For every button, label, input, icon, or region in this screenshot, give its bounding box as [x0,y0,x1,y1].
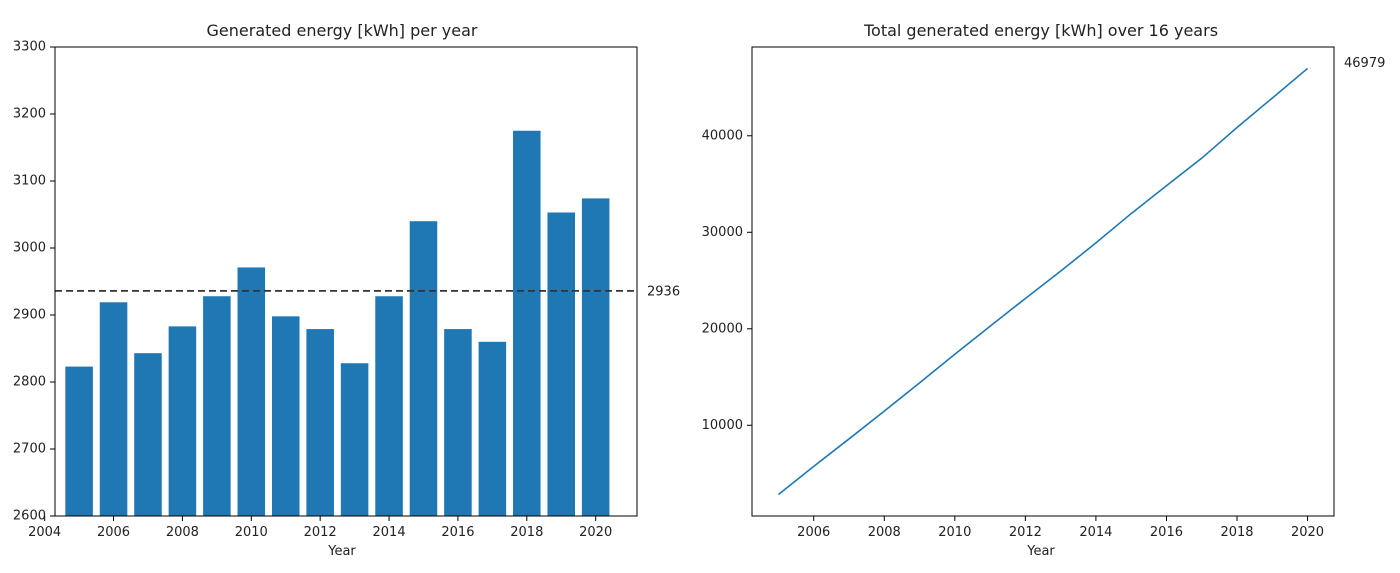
mean-reference-label: 2936 [647,284,680,299]
x-tick-label: 2008 [868,525,901,540]
x-tick-label: 2020 [1291,525,1324,540]
bar-2016 [444,329,472,516]
x-tick-label: 2014 [373,525,406,540]
bar-2013 [340,363,369,516]
line-chart-y-ticks: 10000 20000 30000 40000 [702,128,752,433]
x-tick-label: 2006 [797,525,830,540]
bar-2017 [478,341,507,516]
y-tick-label: 3300 [13,40,46,55]
y-tick-label: 20000 [702,321,743,336]
bar-chart-x-label: Year [327,544,356,559]
bar-chart-x-ticks: 2004 2006 2008 2010 2012 2014 2016 2018 2020 [28,516,612,540]
line-chart-title: Total generated energy [kWh] over 16 yea… [863,21,1218,40]
cumulative-energy-line [777,67,1309,496]
x-tick-label: 2010 [938,525,971,540]
x-tick-label: 2016 [1150,525,1183,540]
bar-chart-axes-frame [54,46,638,517]
line-chart-x-label: Year [1026,544,1055,559]
x-tick-label: 2020 [579,525,612,540]
x-tick-label: 2010 [235,525,268,540]
bar-2005 [65,366,93,516]
bar-series [65,130,610,517]
line-chart-x-ticks: 2006 2008 2010 2012 2014 2016 2018 2020 [797,516,1324,540]
x-tick-label: 2018 [510,525,543,540]
x-tick-label: 2016 [441,525,474,540]
bar-2015 [409,221,438,516]
bar-chart-y-ticks: 2600 2700 2800 2900 3000 3100 3200 3300 [13,40,55,524]
x-tick-label: 2014 [1079,525,1112,540]
bar-2012 [306,329,334,516]
y-tick-label: 10000 [702,418,743,433]
line-chart-axes-frame [751,46,1335,517]
bar-2011 [271,316,300,516]
y-tick-label: 2900 [13,308,46,323]
bar-2010 [237,267,266,516]
bar-2008 [168,326,197,516]
y-tick-label: 40000 [702,128,743,143]
bar-2019 [547,212,576,517]
y-tick-label: 3200 [13,107,46,122]
bar-2009 [203,296,231,516]
line-chart-cumulative-energy: Total generated energy [kWh] over 16 yea… [702,21,1386,559]
y-tick-label: 2800 [13,375,46,390]
y-tick-label: 3100 [13,174,46,189]
bar-2018 [513,130,541,516]
bar-2006 [99,302,128,516]
bar-chart-title: Generated energy [kWh] per year [207,21,478,40]
x-tick-label: 2012 [1009,525,1042,540]
bar-chart-annual-energy: Generated energy [kWh] per year 2936 200… [13,21,680,559]
x-tick-label: 2012 [304,525,337,540]
y-tick-label: 2700 [13,442,46,457]
y-tick-label: 30000 [702,225,743,240]
bar-2014 [375,296,403,516]
y-tick-label: 3000 [13,241,46,256]
bar-2020 [581,198,610,517]
final-total-label: 46979 [1344,56,1385,71]
mean-reference-line-group: 2936 [55,284,680,299]
y-tick-label: 2600 [13,509,46,524]
x-tick-label: 2008 [166,525,199,540]
x-tick-label: 2006 [97,525,130,540]
bar-2007 [134,353,162,516]
x-tick-label: 2018 [1220,525,1253,540]
x-tick-label: 2004 [28,525,61,540]
